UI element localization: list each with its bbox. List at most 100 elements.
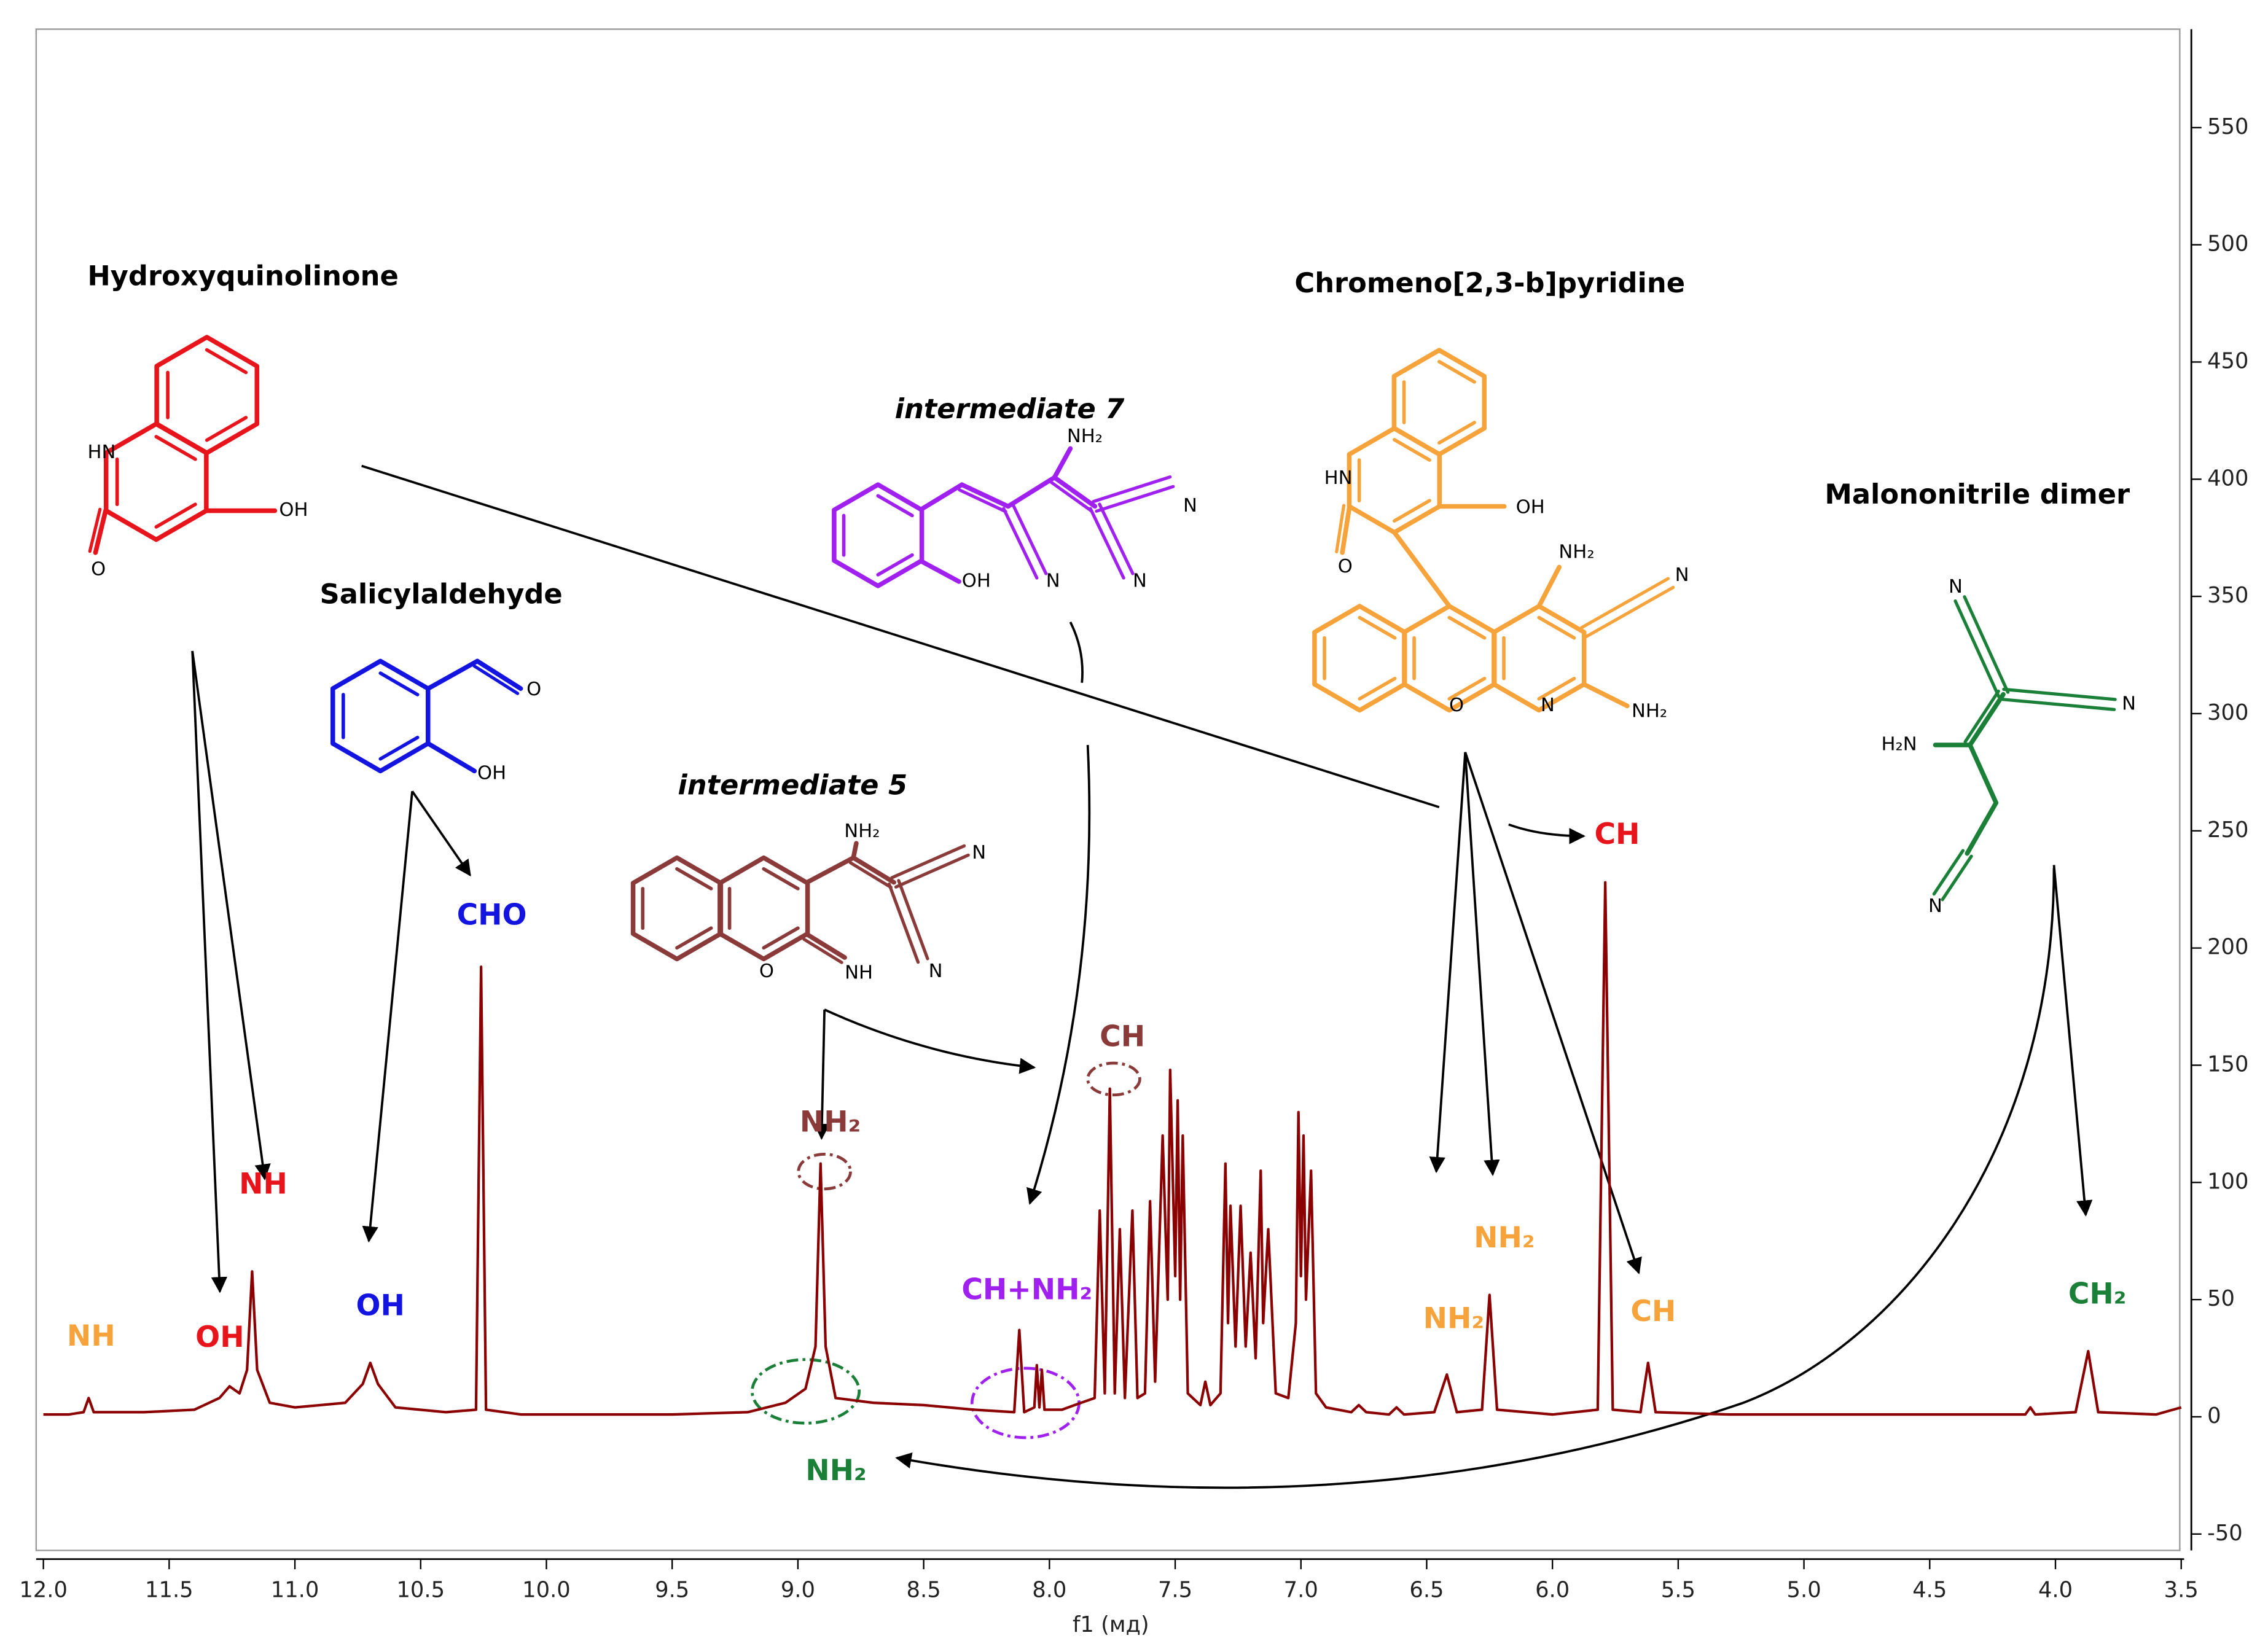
bond (960, 482, 1011, 509)
arrow (362, 791, 413, 1243)
bond (1095, 485, 1175, 513)
y-tick-label: -50 (2207, 1521, 2243, 1546)
y-tick-label: 250 (2207, 817, 2248, 843)
double-bond (876, 553, 914, 577)
spectrum-line (43, 881, 2182, 1416)
atom-label: NH₂ (1067, 426, 1103, 447)
atom-label: OH (279, 499, 308, 521)
peak-label: CHO (457, 899, 527, 932)
bond (958, 488, 1007, 513)
arrow (1508, 823, 1586, 844)
bond (1092, 475, 1172, 504)
atom-label: N (972, 842, 986, 863)
y-tick-label: 450 (2207, 348, 2248, 373)
bond (472, 664, 520, 695)
atom-label: NH₂ (1632, 700, 1667, 722)
plot-frame (35, 28, 2181, 1551)
x-tick-label: 6.5 (1409, 1577, 1444, 1602)
bond (887, 882, 920, 964)
x-tick-label: 3.5 (2164, 1577, 2199, 1602)
double-bond (1358, 615, 1397, 640)
peak-label: NH₂ (1423, 1302, 1484, 1336)
double-bond (1437, 421, 1476, 445)
structure-title: intermediate 7 (895, 392, 1125, 425)
atom-label: N (1541, 695, 1555, 716)
atom-label: O (526, 679, 541, 700)
ring (718, 855, 810, 962)
double-bond (1447, 615, 1487, 640)
bond (1052, 475, 1098, 509)
bond (1536, 564, 1562, 609)
bond (897, 879, 929, 961)
peak-label: NH (239, 1168, 287, 1201)
arrow (824, 1008, 1036, 1074)
structure (1312, 348, 1675, 713)
atom-label: N (1183, 495, 1197, 517)
bond (1581, 682, 1630, 709)
bond (426, 741, 477, 774)
double-bond (675, 867, 713, 891)
double-bond (1447, 676, 1487, 701)
atom-label: NH (845, 962, 873, 984)
x-tick-label: 5.0 (1787, 1577, 1821, 1602)
x-tick-label: 8.0 (1032, 1577, 1066, 1602)
bond (2002, 687, 2117, 701)
bond (1932, 849, 1965, 896)
connector (361, 464, 1440, 809)
atom-label: OH (962, 570, 991, 591)
y-tick-label: 500 (2207, 232, 2248, 257)
bond (1052, 446, 1073, 480)
y-tick-label: 150 (2207, 1051, 2248, 1077)
atom-label: HN (1324, 467, 1353, 489)
structure-title: Hydroxyquinolinone (87, 259, 398, 292)
bond (426, 658, 480, 691)
x-tick-label: 10.0 (522, 1577, 571, 1602)
bond (1392, 530, 1452, 609)
structure (88, 335, 278, 555)
bond (1006, 475, 1057, 509)
double-bond (205, 348, 248, 375)
ring (330, 658, 431, 774)
double-bond (1393, 499, 1431, 523)
peak-label: NH₂ (800, 1105, 861, 1139)
highlight (970, 1366, 1081, 1440)
x-tick-label: 7.5 (1158, 1577, 1192, 1602)
double-bond (762, 926, 800, 950)
bond (1340, 504, 1352, 555)
bond (1968, 743, 1999, 805)
structure (330, 658, 523, 774)
y-tick-label: 350 (2207, 583, 2248, 608)
x-tick-label: 10.5 (396, 1577, 445, 1602)
peak-label: CH (1630, 1295, 1676, 1328)
atom-label: O (759, 961, 774, 982)
double-bond (675, 926, 713, 950)
x-tick-label: 6.0 (1535, 1577, 1570, 1602)
ring (832, 482, 925, 588)
bond (851, 855, 896, 885)
x-tick-label: 4.0 (2038, 1577, 2073, 1602)
arrow (1464, 752, 1500, 1176)
atom-label: N (929, 961, 943, 982)
x-tick-label: 5.5 (1661, 1577, 1695, 1602)
bond (851, 841, 859, 860)
bond (1098, 502, 1135, 575)
arrow (895, 868, 2055, 1489)
y-tick-label: 400 (2207, 466, 2248, 491)
structure-title: Salicylaldehyde (320, 577, 563, 610)
y-tick-label: 0 (2207, 1403, 2221, 1429)
bond (2001, 698, 2116, 711)
bond (1002, 507, 1039, 580)
highlight (1086, 1061, 1141, 1097)
atom-label: N (2122, 693, 2136, 715)
x-tick-label: 9.5 (655, 1577, 689, 1602)
y-tick-label: 100 (2207, 1169, 2248, 1194)
structure-title: Chromeno[2,3-b]pyridine (1294, 267, 1685, 299)
atom-label: NH₂ (844, 821, 880, 842)
ring (1391, 348, 1487, 457)
bond (88, 507, 102, 553)
arrow (411, 790, 471, 877)
atom-label: NH₂ (1558, 541, 1594, 563)
ring (630, 855, 724, 962)
atom-label: O (1449, 695, 1464, 716)
